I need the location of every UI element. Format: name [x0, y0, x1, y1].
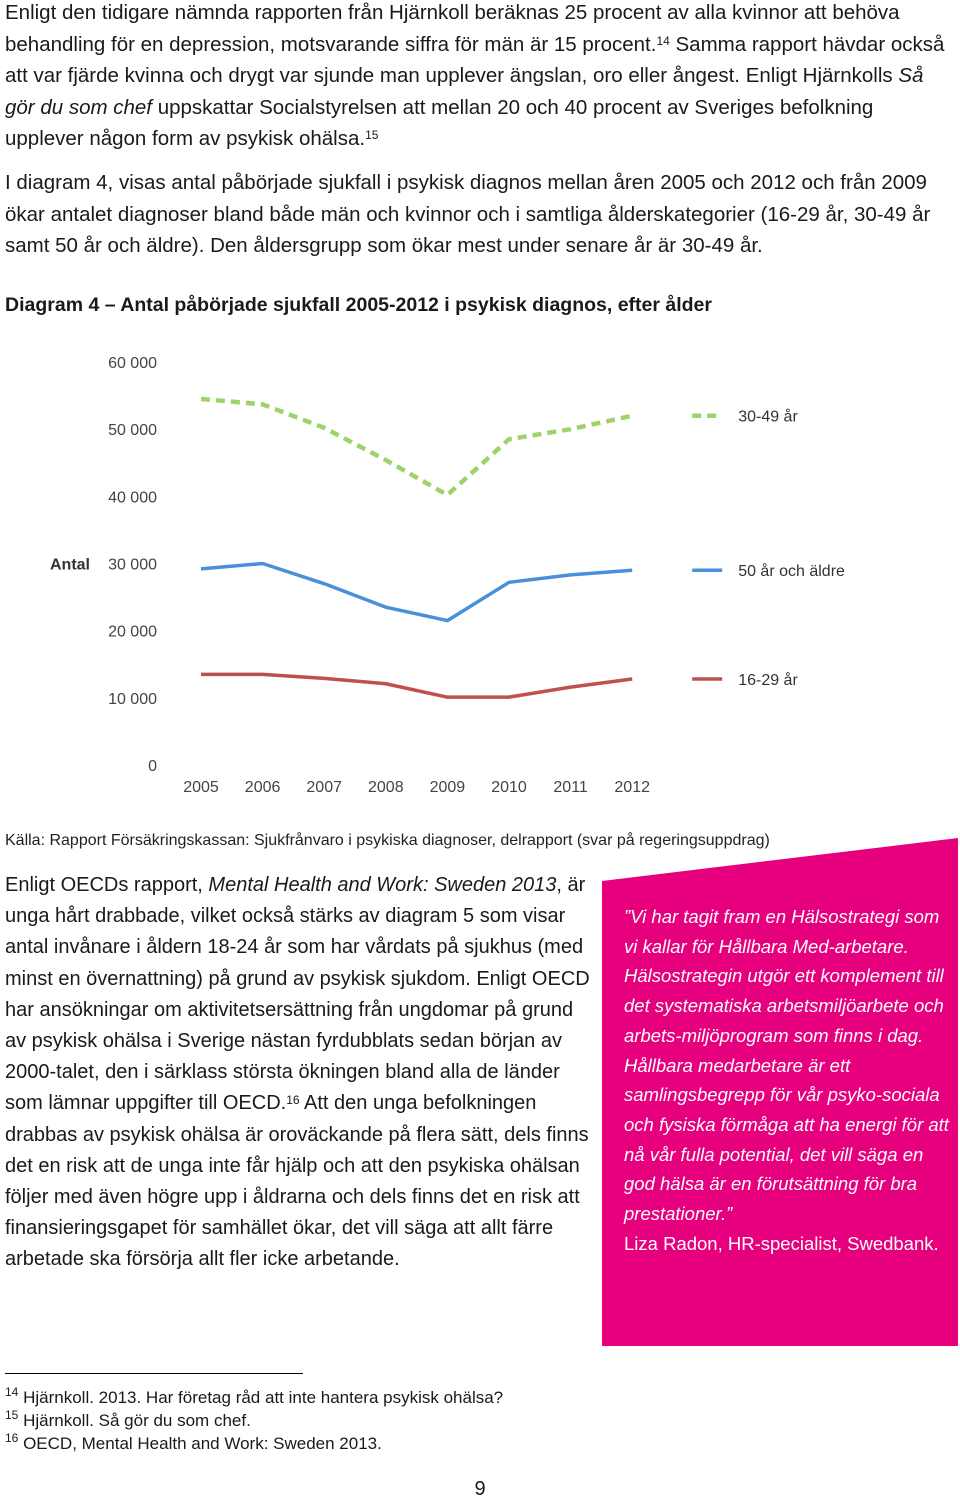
- series-line: [200, 396, 633, 498]
- source-caption: Källa: Rapport Försäkringskassan: Sjukfr…: [5, 832, 770, 849]
- x-tick-label: 2008: [368, 779, 404, 796]
- footnote-ref-15: 15: [365, 128, 379, 142]
- figure-title: Diagram 4 – Antal påbörjade sjukfall 200…: [5, 294, 712, 316]
- y-tick-label: 10 000: [108, 691, 157, 708]
- legend-label: 50 år och äldre: [738, 562, 845, 580]
- y-tick-label: 50 000: [108, 422, 157, 439]
- x-tick-label: 2009: [430, 779, 466, 796]
- footnote-ref-14: 14: [656, 33, 670, 48]
- body-text: Enligt OECDs rapport, Mental Health and …: [5, 874, 590, 1271]
- x-tick-label: 2012: [614, 779, 650, 796]
- intro-paragraph-1: Enligt den tidigare nämnda rapporten frå…: [5, 1, 945, 150]
- intro-paragraph-2: I diagram 4, visas antal påbörjade sjukf…: [5, 171, 931, 257]
- y-tick-label: 40 000: [108, 489, 157, 506]
- legend-label: 30-49 år: [738, 408, 798, 426]
- y-tick-label: 30 000: [108, 557, 157, 574]
- line-chart: 0 10 000 20 000 30 000 40 000 50 000 60 000 Ant…: [50, 355, 845, 796]
- footnote-16: 16 OECD, Mental Health and Work: Sweden …: [5, 1431, 382, 1453]
- series-line: [201, 672, 633, 699]
- y-tick-label: 20 000: [108, 624, 157, 641]
- page-number: 9: [474, 1478, 486, 1500]
- legend-label: 16-29 år: [738, 671, 798, 689]
- quote-box: [602, 838, 958, 1346]
- footnote-divider: [5, 1373, 303, 1374]
- x-tick-label: 2005: [183, 779, 219, 796]
- x-tick-label: 2010: [491, 779, 527, 796]
- x-tick-label: 2007: [306, 779, 342, 796]
- y-axis-label: Antal: [50, 557, 90, 574]
- y-tick-label: 60 000: [108, 355, 157, 372]
- quote-author: Liza Radon, HR-specialist, Swedbank.: [624, 1232, 939, 1254]
- footnote-14: 14 Hjärnkoll. 2013. Har företag råd att …: [5, 1385, 504, 1407]
- series-line: [200, 561, 633, 623]
- footnote-15: 15 Hjärnkoll. Så gör du som chef.: [5, 1408, 251, 1430]
- y-tick-label: 0: [148, 758, 157, 775]
- footnote-ref-16: 16: [286, 1093, 300, 1108]
- quote-text: ”Vi har tagit fram en Hälsostrategi som …: [624, 906, 949, 1254]
- x-tick-label: 2006: [245, 779, 281, 796]
- x-tick-label: 2011: [553, 779, 588, 796]
